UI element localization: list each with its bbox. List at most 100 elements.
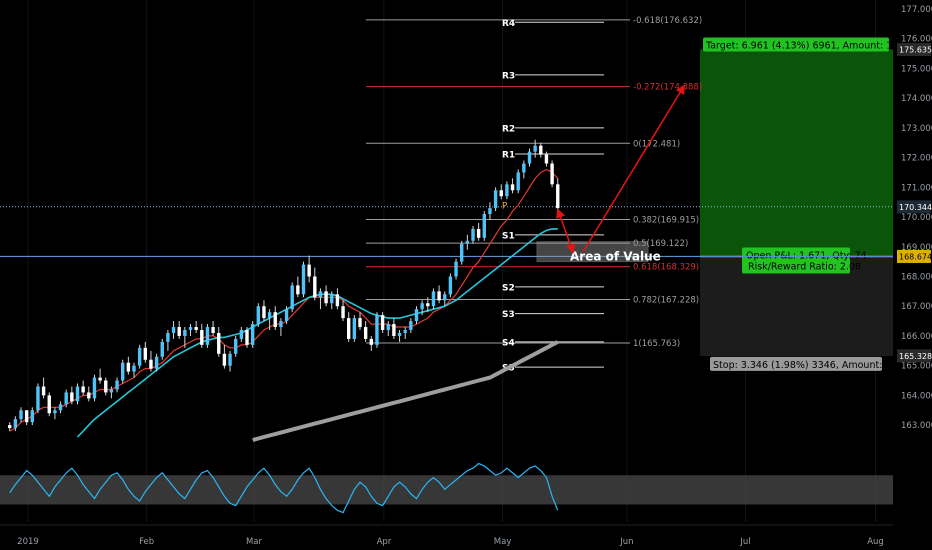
candle-body-9 xyxy=(58,404,63,411)
candle-body-45 xyxy=(262,306,266,319)
rsi-band xyxy=(0,475,893,505)
candle-body-78 xyxy=(448,276,453,295)
candle-body-1 xyxy=(13,419,18,429)
candle-body-69 xyxy=(397,332,402,336)
candle-body-71 xyxy=(409,321,413,330)
arrow-up-to-target xyxy=(582,84,685,253)
price-tick-11: 166.000 xyxy=(901,332,932,342)
price-tick-2: 175.000 xyxy=(901,64,932,74)
candle-body-46 xyxy=(267,312,272,319)
price-tick-8: 169.000 xyxy=(901,243,932,253)
fib-label-0: -0.618(176.632) xyxy=(633,16,702,26)
pivot-label-1: R3 xyxy=(502,71,515,81)
candle-body-27 xyxy=(160,341,164,357)
price-tick-12: 165.000 xyxy=(901,362,932,372)
candle-body-42 xyxy=(245,330,249,345)
candle-body-43 xyxy=(250,324,255,345)
rsi-line xyxy=(9,462,559,514)
candle-body-19 xyxy=(115,380,119,390)
time-tick-7: Aug xyxy=(867,537,884,547)
candle-body-41 xyxy=(239,330,244,339)
last-price-tag: 170.344 xyxy=(899,203,932,212)
candle-body-8 xyxy=(53,410,57,414)
target-price-tag-bg xyxy=(897,43,931,56)
fib-label-5: 0.618(168.329) xyxy=(633,263,699,273)
stop-price-tag-bg xyxy=(897,349,931,363)
candle-body-38 xyxy=(222,353,227,366)
candle-body-30 xyxy=(177,327,181,336)
candle-body-22 xyxy=(132,365,136,372)
candle-body-10 xyxy=(64,392,68,405)
candle-body-35 xyxy=(205,327,210,345)
candle-body-39 xyxy=(228,353,232,366)
price-tick-5: 172.000 xyxy=(901,154,932,164)
candle-body-76 xyxy=(437,291,441,301)
price-tick-7: 170.000 xyxy=(901,213,932,223)
candle-body-3 xyxy=(24,410,29,423)
position-tool[interactable]: Target: 6.961 (4.13%) 6961, Amount: 1515… xyxy=(700,37,926,371)
candle-body-54 xyxy=(313,276,317,298)
candle-body-21 xyxy=(126,362,131,372)
price-axis: 177.000 176.000 175.000 174.000 173.000 172.0… xyxy=(893,0,932,550)
candle-body-82 xyxy=(471,228,475,241)
time-tick-1: Feb xyxy=(139,537,154,547)
candle-body-17 xyxy=(104,380,108,393)
pivot-label-2: R2 xyxy=(502,124,515,134)
moving-average-2 xyxy=(252,340,559,442)
fib-label-7: 1(165.763) xyxy=(633,339,680,349)
candle-body-90 xyxy=(516,172,520,191)
candle-body-50 xyxy=(290,285,294,310)
last-price-tag-bg xyxy=(897,200,931,214)
candle-body-32 xyxy=(188,327,193,330)
candle-body-61 xyxy=(352,318,357,339)
candle-body-11 xyxy=(70,392,74,402)
candle-body-4 xyxy=(30,410,34,423)
moving-average-0 xyxy=(9,168,559,432)
time-tick-4: May xyxy=(494,537,512,547)
time-tick-0: 2019 xyxy=(17,537,39,547)
candle-body-63 xyxy=(363,327,368,339)
candle-body-84 xyxy=(482,214,486,238)
candle-body-26 xyxy=(154,356,159,369)
candle-body-14 xyxy=(87,392,91,399)
candle-body-70 xyxy=(403,330,407,333)
stop-label: Stop: 3.346 (1.98%) 3346, Amount: 752.4 xyxy=(713,360,913,371)
candle-body-57 xyxy=(330,294,334,304)
candle-body-7 xyxy=(47,395,51,414)
fib-label-1: -0.272(174.388) xyxy=(633,83,702,93)
fib-label-2: 0(172.481) xyxy=(633,139,680,149)
candle-body-13 xyxy=(81,386,85,393)
fib-label-6: 0.782(167.228) xyxy=(633,295,699,305)
target-label-bg xyxy=(703,37,889,52)
candle-body-37 xyxy=(217,332,221,354)
candle-body-96 xyxy=(550,163,554,185)
candle-body-65 xyxy=(375,315,379,345)
time-tick-3: Apr xyxy=(377,537,392,547)
price-axis-bg xyxy=(893,0,932,550)
price-tick-1: 176.000 xyxy=(901,35,932,45)
candle-body-62 xyxy=(358,318,362,328)
candle-body-91 xyxy=(522,163,526,173)
candle-body-28 xyxy=(166,332,170,342)
candle-body-75 xyxy=(431,291,436,307)
candle-body-89 xyxy=(510,184,515,191)
candle-body-56 xyxy=(324,291,328,304)
time-tick-2: Mar xyxy=(246,537,263,547)
price-tick-6: 171.000 xyxy=(901,183,932,193)
open-pnl-bg xyxy=(742,247,850,274)
annotations xyxy=(556,84,685,254)
price-tick-3: 174.000 xyxy=(901,94,932,104)
time-axis: 2019FebMarAprMayJunJulAugSepOctNov xyxy=(17,537,884,547)
candle-body-95 xyxy=(544,154,549,164)
risk-reward-label: Risk/Reward Ratio: 2.08 xyxy=(748,261,861,272)
candle-body-66 xyxy=(380,315,385,330)
candle-body-87 xyxy=(499,190,503,197)
candle-body-34 xyxy=(200,330,204,345)
candle-body-33 xyxy=(194,327,198,330)
price-tick-10: 167.000 xyxy=(901,302,932,312)
candle-body-2 xyxy=(19,410,23,420)
entry-price-tag-bg xyxy=(897,249,931,263)
candle-body-48 xyxy=(279,321,283,328)
stop-label-bg xyxy=(710,356,882,371)
